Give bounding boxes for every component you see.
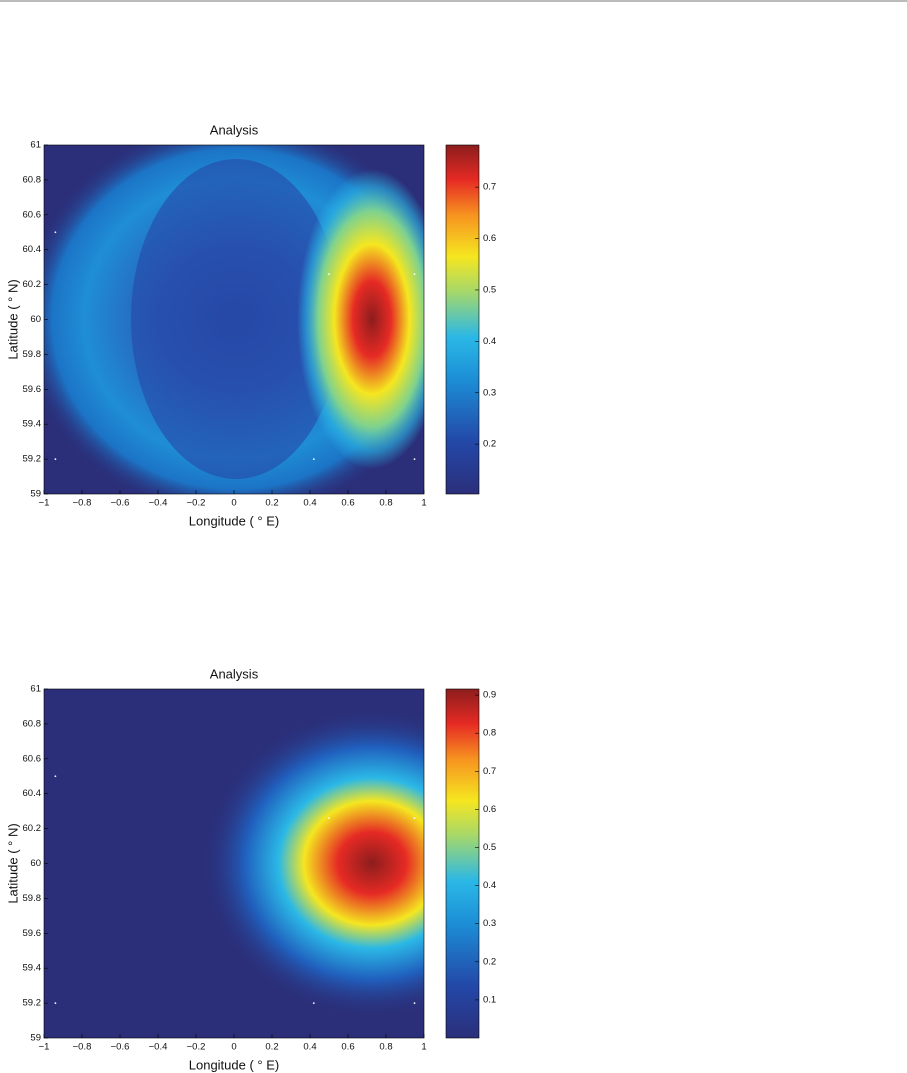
y-tick-label: 60.8: [23, 718, 42, 729]
colorbar-tick-label: 0.6: [483, 233, 496, 244]
colorbar-tick-label: 0.9: [483, 690, 496, 701]
x-tick-label: 0.2: [265, 1042, 278, 1053]
y-tick-label: 60.2: [23, 823, 42, 834]
x-tick-label: −0.6: [111, 498, 130, 509]
x-tick-label: 0.2: [265, 498, 278, 509]
x-tick-label: 1: [421, 1042, 426, 1053]
colorbar-tick-label: 0.4: [483, 880, 496, 891]
x-tick-label: −0.8: [73, 1042, 92, 1053]
y-tick-label: 59.6: [23, 928, 42, 939]
x-tick-label: −0.2: [187, 498, 206, 509]
x-tick-label: −0.6: [111, 1042, 130, 1053]
observation-point: [413, 273, 416, 276]
y-tick-label: 60.4: [23, 788, 42, 799]
observation-point: [54, 231, 57, 234]
colorbar-tick-label: 0.6: [483, 804, 496, 815]
colorbar-tick-label: 0.3: [483, 918, 496, 929]
x-tick-label: 0.4: [303, 498, 316, 509]
colorbar-tick-label: 0.3: [483, 387, 496, 398]
y-tick-label: 60.8: [23, 174, 42, 185]
y-tick-label: 61: [30, 684, 41, 695]
x-axis-label: Longitude ( ° E): [189, 1057, 279, 1072]
observation-point: [54, 775, 57, 778]
colorbar-tick-label: 0.5: [483, 842, 496, 853]
x-tick-label: 0: [231, 1042, 236, 1053]
observation-point: [413, 458, 416, 460]
x-tick-label: 0: [231, 498, 236, 509]
x-tick-label: −0.4: [149, 498, 168, 509]
y-tick-label: 59.2: [23, 998, 42, 1009]
observation-point: [328, 273, 330, 276]
y-axis-label: Latitude ( ° N): [5, 823, 20, 903]
colorbar: [445, 688, 480, 1039]
x-tick-label: 0.6: [341, 498, 354, 509]
y-tick-label: 60: [30, 314, 41, 325]
chart-title: Analysis: [210, 666, 259, 681]
x-tick-label: −1: [39, 498, 50, 509]
y-tick-label: 60.6: [23, 209, 42, 220]
colorbar-tick-label: 0.5: [483, 284, 496, 295]
x-tick-label: 1: [421, 498, 426, 509]
y-axis-label: Latitude ( ° N): [5, 279, 20, 359]
colorbar-tick-label: 0.7: [483, 182, 496, 193]
observation-point: [312, 1002, 315, 1004]
x-tick-label: −0.2: [187, 1042, 206, 1053]
x-tick-label: −1: [39, 1042, 50, 1053]
y-tick-label: 59.4: [23, 419, 42, 430]
y-tick-label: 60.6: [23, 753, 42, 764]
colorbar-tick-label: 0.4: [483, 336, 496, 347]
y-tick-label: 59.6: [23, 384, 42, 395]
chart-title: Analysis: [210, 122, 259, 137]
colorbar-tick-label: 0.8: [483, 728, 496, 739]
x-tick-label: 0.6: [341, 1042, 354, 1053]
y-tick-label: 59.2: [23, 454, 42, 465]
y-tick-label: 60.4: [23, 244, 42, 255]
x-tick-label: 0.8: [379, 498, 392, 509]
x-tick-label: −0.4: [149, 1042, 168, 1053]
y-tick-label: 61: [30, 140, 41, 151]
y-tick-label: 59.4: [23, 963, 42, 974]
colorbar-tick-label: 0.2: [483, 956, 496, 967]
y-tick-label: 59.8: [23, 349, 42, 360]
colorbar-tick-label: 0.2: [483, 439, 496, 450]
y-tick-label: 59.8: [23, 893, 42, 904]
observation-point: [312, 458, 315, 460]
observation-point: [54, 458, 57, 460]
observation-point: [413, 817, 416, 820]
colorbar: [445, 144, 480, 495]
heatmap-field: [44, 689, 424, 1038]
y-tick-label: 60.2: [23, 279, 42, 290]
x-tick-label: −0.8: [73, 498, 92, 509]
x-axis-label: Longitude ( ° E): [189, 513, 279, 528]
observation-point: [413, 1002, 416, 1004]
colorbar-tick-label: 0.7: [483, 766, 496, 777]
x-tick-label: 0.4: [303, 1042, 316, 1053]
y-tick-label: 59: [30, 489, 41, 500]
observation-point: [328, 817, 330, 820]
y-tick-label: 60: [30, 858, 41, 869]
heatmap-field: [44, 145, 424, 494]
x-tick-label: 0.8: [379, 1042, 392, 1053]
observation-point: [54, 1002, 57, 1004]
y-tick-label: 59: [30, 1033, 41, 1044]
colorbar-tick-label: 0.1: [483, 994, 496, 1005]
